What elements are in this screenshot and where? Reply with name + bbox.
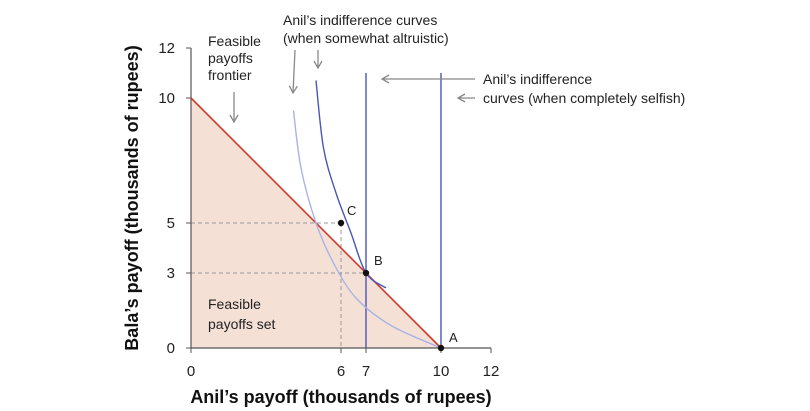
selfish-arrow-2: [456, 93, 475, 103]
y-tick-label: 0: [167, 340, 175, 357]
altruistic-indifference-curve-light: [292, 110, 442, 349]
x-tick-label: 10: [433, 363, 450, 380]
x-tick-label: 12: [483, 363, 500, 380]
arrow-head: [288, 85, 298, 95]
y-tick-label: 5: [167, 215, 175, 232]
altruistic-arrow-dark: [313, 50, 323, 70]
altruistic-ic-label-line: Anil’s indifference curves: [283, 12, 437, 28]
arrow-shaft: [292, 49, 296, 94]
arrow-head: [229, 114, 239, 124]
arrow-head: [313, 60, 323, 70]
altruistic-arrow-light: [288, 49, 298, 95]
arrow-head: [456, 93, 466, 103]
y-tick-label: 12: [158, 40, 175, 57]
point-label-b: B: [374, 253, 383, 268]
y-tick-label: 10: [158, 90, 175, 107]
feasible-set-label-line: Feasible: [208, 296, 261, 312]
point-c: [337, 219, 345, 227]
point-label-a: A: [449, 330, 458, 345]
point-a: [437, 344, 445, 352]
x-tick-label: 7: [362, 363, 370, 380]
x-axis-title: Anil’s payoff (thousands of rupees): [190, 387, 491, 407]
y-axis-title: Bala’s payoff (thousands of rupees): [122, 45, 142, 350]
frontier-label-line: payoffs: [208, 50, 253, 66]
feasible-set-label-line: payoffs set: [208, 316, 276, 332]
frontier-arrow: [229, 92, 239, 124]
y-tick-label: 3: [167, 265, 175, 282]
selfish-ic-label-line: Anil’s indifference: [483, 71, 592, 87]
arrow-head: [380, 74, 390, 84]
selfish-arrow-1: [380, 74, 475, 84]
curve-layer: [190, 73, 442, 349]
altruistic-ic-label-line: (when somewhat altruistic): [283, 30, 449, 46]
x-tick-label: 6: [337, 363, 345, 380]
frontier-label-line: Feasible: [208, 33, 261, 49]
point-layer: A B C: [337, 203, 458, 352]
point-label-c: C: [347, 203, 356, 218]
x-tick-label: 0: [187, 363, 195, 380]
selfish-ic-label-line: curves (when completely selfish): [483, 90, 685, 106]
frontier-label-line: frontier: [208, 67, 252, 83]
point-b: [362, 269, 370, 277]
axes-layer: 0 6 7 10 12 0 3 5 10 12 Anil’s payoff (thousands o…: [122, 40, 499, 407]
